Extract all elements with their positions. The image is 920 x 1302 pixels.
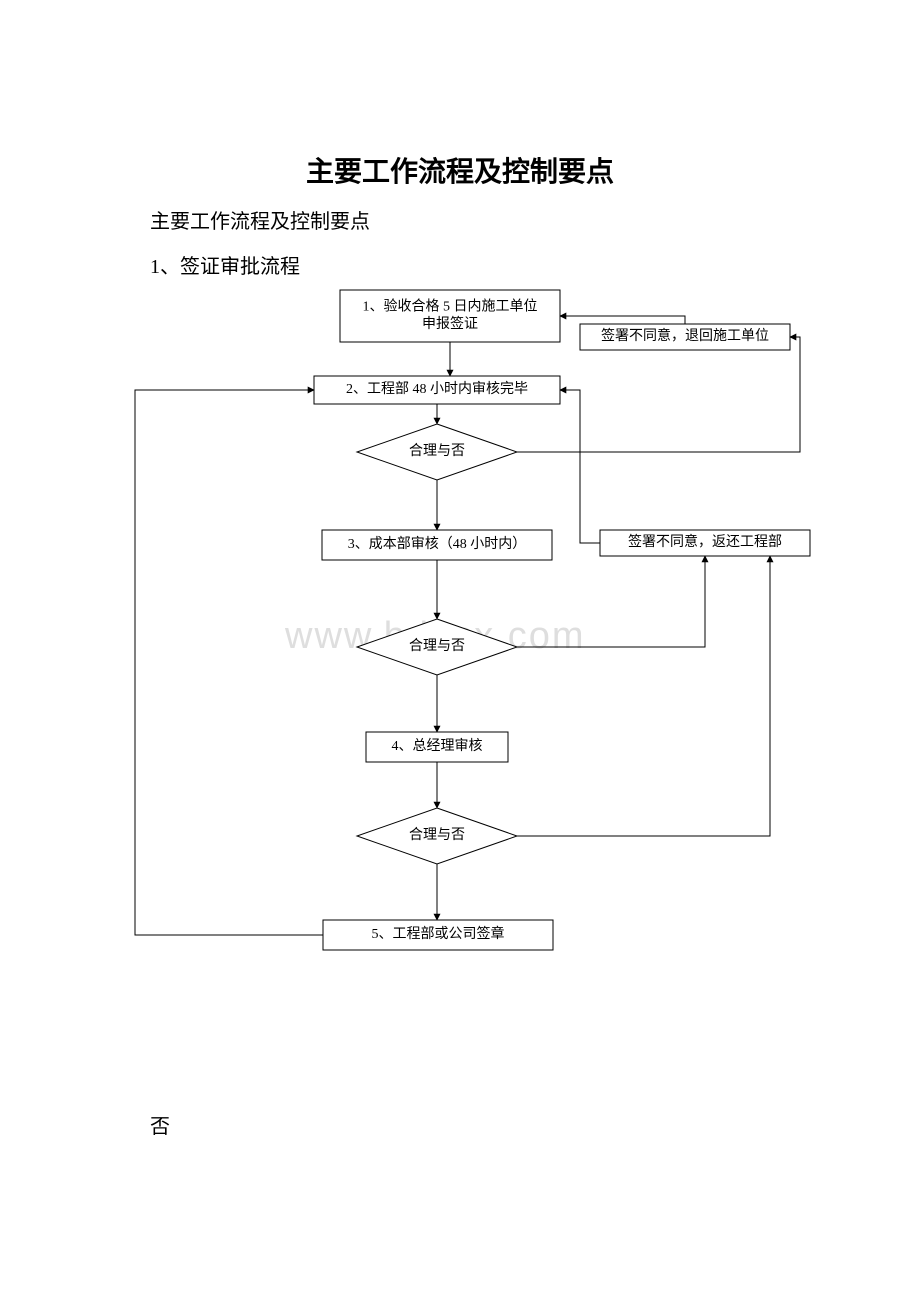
flow-node-label: 签署不同意，退回施工单位	[601, 327, 769, 344]
flow-node-label: 申报签证	[422, 315, 478, 332]
flow-edge	[135, 390, 323, 935]
flow-node-n4: 3、成本部审核（48 小时内）	[322, 530, 552, 560]
flow-edge	[560, 316, 685, 324]
flow-node-label: 1、验收合格 5 日内施工单位	[363, 298, 538, 314]
flow-node-label: 签署不同意，返还工程部	[628, 533, 782, 550]
flow-node-label: 2、工程部 48 小时内审核完毕	[346, 381, 528, 397]
flow-node-n2: 2、工程部 48 小时内审核完毕	[314, 376, 560, 404]
flow-node-n7: 合理与否	[357, 808, 517, 864]
flow-edge	[560, 390, 600, 543]
flow-node-label: 4、总经理审核	[392, 738, 483, 754]
flow-node-s2: 签署不同意，返还工程部	[600, 530, 810, 556]
flowchart-canvas: 1、验收合格 5 日内施工单位申报签证 2、工程部 48 小时内审核完毕合理与否 3…	[0, 0, 920, 1302]
flow-node-n5: 合理与否	[357, 619, 517, 675]
flow-node-label: 5、工程部或公司签章	[372, 925, 505, 942]
flow-edge	[517, 556, 705, 647]
flowchart-nodes: 1、验收合格 5 日内施工单位申报签证 2、工程部 48 小时内审核完毕合理与否 3…	[314, 290, 810, 950]
flow-node-n3: 合理与否	[357, 424, 517, 480]
flow-node-label: 合理与否	[409, 827, 465, 843]
flow-node-label: 合理与否	[409, 443, 465, 459]
flow-edge	[517, 556, 770, 836]
flow-node-s1: 签署不同意，退回施工单位	[580, 324, 790, 350]
flow-node-label: 3、成本部审核（48 小时内）	[348, 536, 527, 552]
flow-node-n1: 1、验收合格 5 日内施工单位申报签证	[340, 290, 560, 342]
flow-node-n8: 5、工程部或公司签章	[323, 920, 553, 950]
flow-node-label: 合理与否	[409, 638, 465, 654]
flow-node-n6: 4、总经理审核	[366, 732, 508, 762]
